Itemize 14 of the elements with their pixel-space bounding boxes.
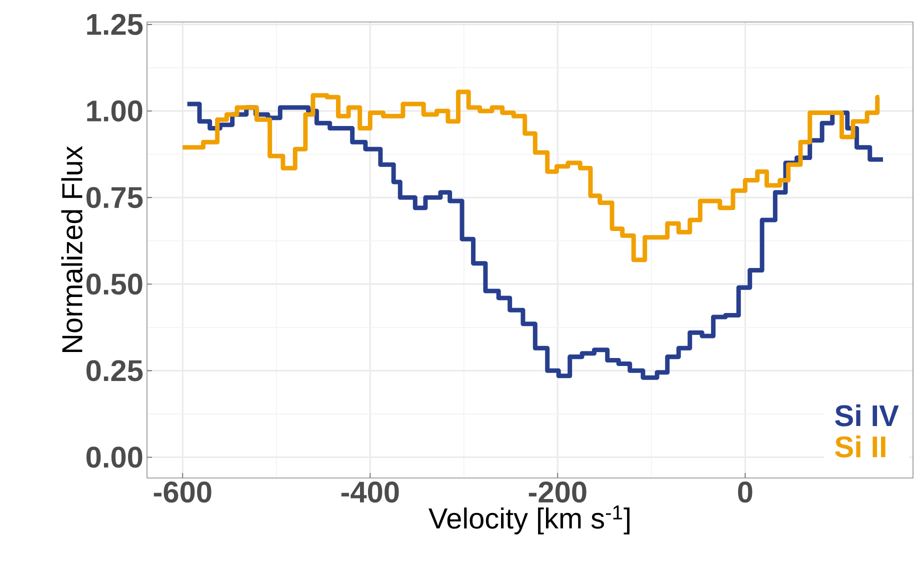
y-tick-label: 0.00 (86, 446, 142, 468)
y-tick-label: 0.50 (86, 274, 142, 295)
x-tick-label: 0 (738, 482, 752, 503)
text: Si II (835, 436, 886, 458)
x-axis-title: Velocity [km s$^{-1}$] (428, 506, 630, 534)
x-tick-label: -200 (528, 482, 586, 503)
x-tick-label: -400 (341, 482, 399, 503)
x-tick-label: -600 (154, 482, 212, 503)
y-tick-label: 0.25 (86, 360, 143, 382)
y-tick-label: 1.00 (87, 100, 142, 122)
y-tick-label: 0.75 (86, 186, 143, 208)
y-tick-label: 1.25 (87, 14, 143, 35)
y-axis-title: Normalized Flux (61, 146, 82, 352)
text: Si IV (835, 404, 899, 426)
